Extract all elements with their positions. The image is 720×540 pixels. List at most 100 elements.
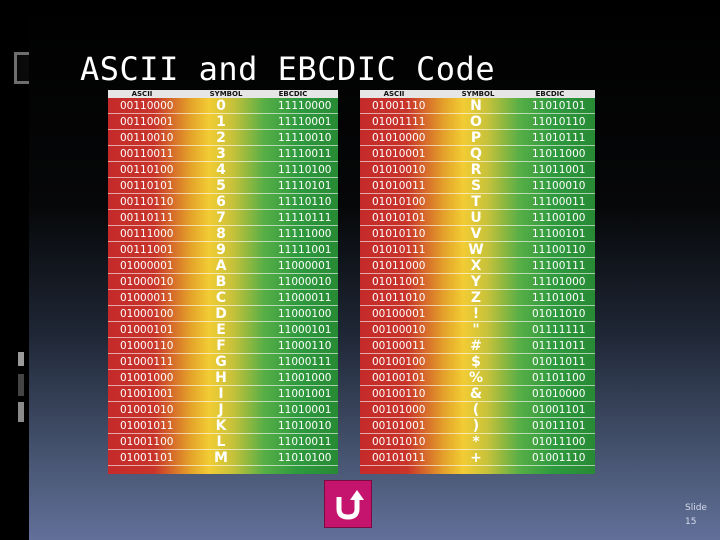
ascii-code-cell: 00110101 (120, 180, 174, 192)
ascii-code-cell: 01011000 (372, 260, 426, 272)
header-symbol: SYMBOL (461, 90, 495, 98)
ascii-code-cell: 00100100 (372, 356, 426, 368)
table-header: ASCII SYMBOL EBCDIC (108, 90, 338, 98)
ebcdic-code-cell: 11100111 (532, 260, 586, 272)
ebcdic-code-cell: 11000100 (278, 308, 332, 320)
symbol-cell: + (470, 450, 482, 466)
header-ascii: ASCII (131, 90, 153, 98)
table-row: 00100110 & 01010000 (360, 386, 595, 402)
decorative-bar (18, 352, 24, 366)
symbol-cell: 9 (216, 242, 226, 258)
symbol-cell: 3 (216, 146, 226, 162)
table-row: 01011001 Y 11101000 (360, 274, 595, 290)
ebcdic-code-cell: 11110111 (278, 212, 332, 224)
table-row: 00110001 1 11110001 (108, 114, 338, 130)
symbol-cell: 7 (216, 210, 226, 226)
symbol-cell: S (470, 178, 482, 194)
ascii-code-cell: 01000010 (120, 276, 174, 288)
table-row: 00100001! 01011010 (360, 306, 595, 322)
left-decoration-strip (0, 0, 32, 540)
ebcdic-code-cell: 11110101 (278, 180, 332, 192)
symbol-cell: L (216, 434, 226, 450)
ebcdic-code-cell: 11011000 (532, 148, 586, 160)
ascii-code-cell: 01011001 (372, 276, 426, 288)
symbol-cell: T (471, 194, 481, 210)
ebcdic-code-cell: 11001001 (278, 388, 332, 400)
symbol-cell: 6 (216, 194, 226, 210)
ascii-code-cell: 00100110 (372, 388, 426, 400)
header-ascii: ASCII (383, 90, 405, 98)
ebcdic-code-cell: 11110110 (278, 196, 332, 208)
table-row: 00100010 " 01111111 (360, 322, 595, 338)
ebcdic-code-cell: 11100101 (532, 228, 586, 240)
symbol-cell: R (470, 162, 482, 178)
symbol-cell: A (215, 258, 227, 274)
symbol-cell: # (470, 338, 482, 354)
table-row: 01000110 F 11000110 (108, 338, 338, 354)
ascii-code-cell: 00110011 (120, 148, 174, 160)
table-row: 01001110 N 11010101 (360, 98, 595, 114)
ascii-code-cell: 00110111 (120, 212, 174, 224)
ascii-code-cell: 00111001 (120, 244, 174, 256)
ebcdic-code-cell: 11110000 (278, 100, 332, 112)
table-row: 01000100 D 11000100 (108, 306, 338, 322)
ascii-code-cell: 00111000 (120, 228, 174, 240)
symbol-cell: I (218, 386, 224, 402)
table-row: 00110100 4 11110100 (108, 162, 338, 178)
ascii-code-cell: 00100011 (372, 340, 426, 352)
ebcdic-code-cell: 01010000 (532, 388, 586, 400)
ascii-code-cell: 01001110 (372, 100, 426, 112)
ebcdic-code-cell: 11000011 (278, 292, 332, 304)
ebcdic-code-cell: 11111000 (278, 228, 332, 240)
ascii-code-cell: 01000111 (120, 356, 174, 368)
ebcdic-code-cell: 11100100 (532, 212, 586, 224)
ebcdic-code-cell: 11000111 (278, 356, 332, 368)
ebcdic-code-cell: 11100011 (532, 196, 586, 208)
table-row: 00100101% 01101100 (360, 370, 595, 386)
symbol-cell: % (468, 370, 484, 386)
table-body: 00110000 0 11110000 00110001 1 11110001 001100… (108, 98, 338, 466)
ascii-code-cell: 01001010 (120, 404, 174, 416)
symbol-cell: ) (472, 418, 480, 434)
ascii-code-cell: 00110001 (120, 116, 174, 128)
ascii-code-cell: 01010011 (372, 180, 426, 192)
ebcdic-code-cell: 01011011 (532, 356, 586, 368)
table-row: 00101001) 01011101 (360, 418, 595, 434)
symbol-cell: $ (471, 354, 481, 370)
symbol-cell: P (470, 130, 482, 146)
ebcdic-code-cell: 11000110 (278, 340, 332, 352)
symbol-cell: J (218, 402, 224, 418)
ascii-code-cell: 01001111 (372, 116, 426, 128)
ascii-code-cell: 00110100 (120, 164, 174, 176)
ebcdic-code-cell: 11111001 (278, 244, 332, 256)
table-row: 01001101 M 11010100 (108, 450, 338, 466)
ascii-code-cell: 00110110 (120, 196, 174, 208)
ebcdic-code-cell: 01011100 (532, 436, 586, 448)
table-row: 01010101 U 11100100 (360, 210, 595, 226)
table-row: 01000010 B 11000010 (108, 274, 338, 290)
header-ebcdic: EBCDIC (278, 90, 308, 98)
table-row: 01010000 P 11010111 (360, 130, 595, 146)
table-row: 00111001 9 11111001 (108, 242, 338, 258)
ebcdic-code-cell: 11011001 (532, 164, 586, 176)
ebcdic-code-cell: 11110100 (278, 164, 332, 176)
ascii-code-cell: 01000001 (120, 260, 174, 272)
table-row: 00111000 8 11111000 (108, 226, 338, 242)
table-row: 01000101 E 11000101 (108, 322, 338, 338)
symbol-cell: D (215, 306, 227, 322)
ebcdic-code-cell: 01001110 (532, 452, 586, 464)
ebcdic-code-cell: 11000010 (278, 276, 332, 288)
ascii-code-cell: 01000100 (120, 308, 174, 320)
ebcdic-code-cell: 11010111 (532, 132, 586, 144)
ebcdic-code-cell: 11110010 (278, 132, 332, 144)
ascii-code-cell: 01010111 (372, 244, 426, 256)
symbol-cell: G (215, 354, 227, 370)
ascii-code-cell: 01010100 (372, 196, 426, 208)
symbol-cell: 5 (216, 178, 226, 194)
table-row: 00100011 #01111011 (360, 338, 595, 354)
symbol-cell: ! (472, 306, 480, 322)
back-button[interactable] (324, 480, 372, 528)
ascii-code-cell: 00110010 (120, 132, 174, 144)
ascii-code-cell: 01001011 (120, 420, 174, 432)
ascii-code-cell: 01010110 (372, 228, 426, 240)
